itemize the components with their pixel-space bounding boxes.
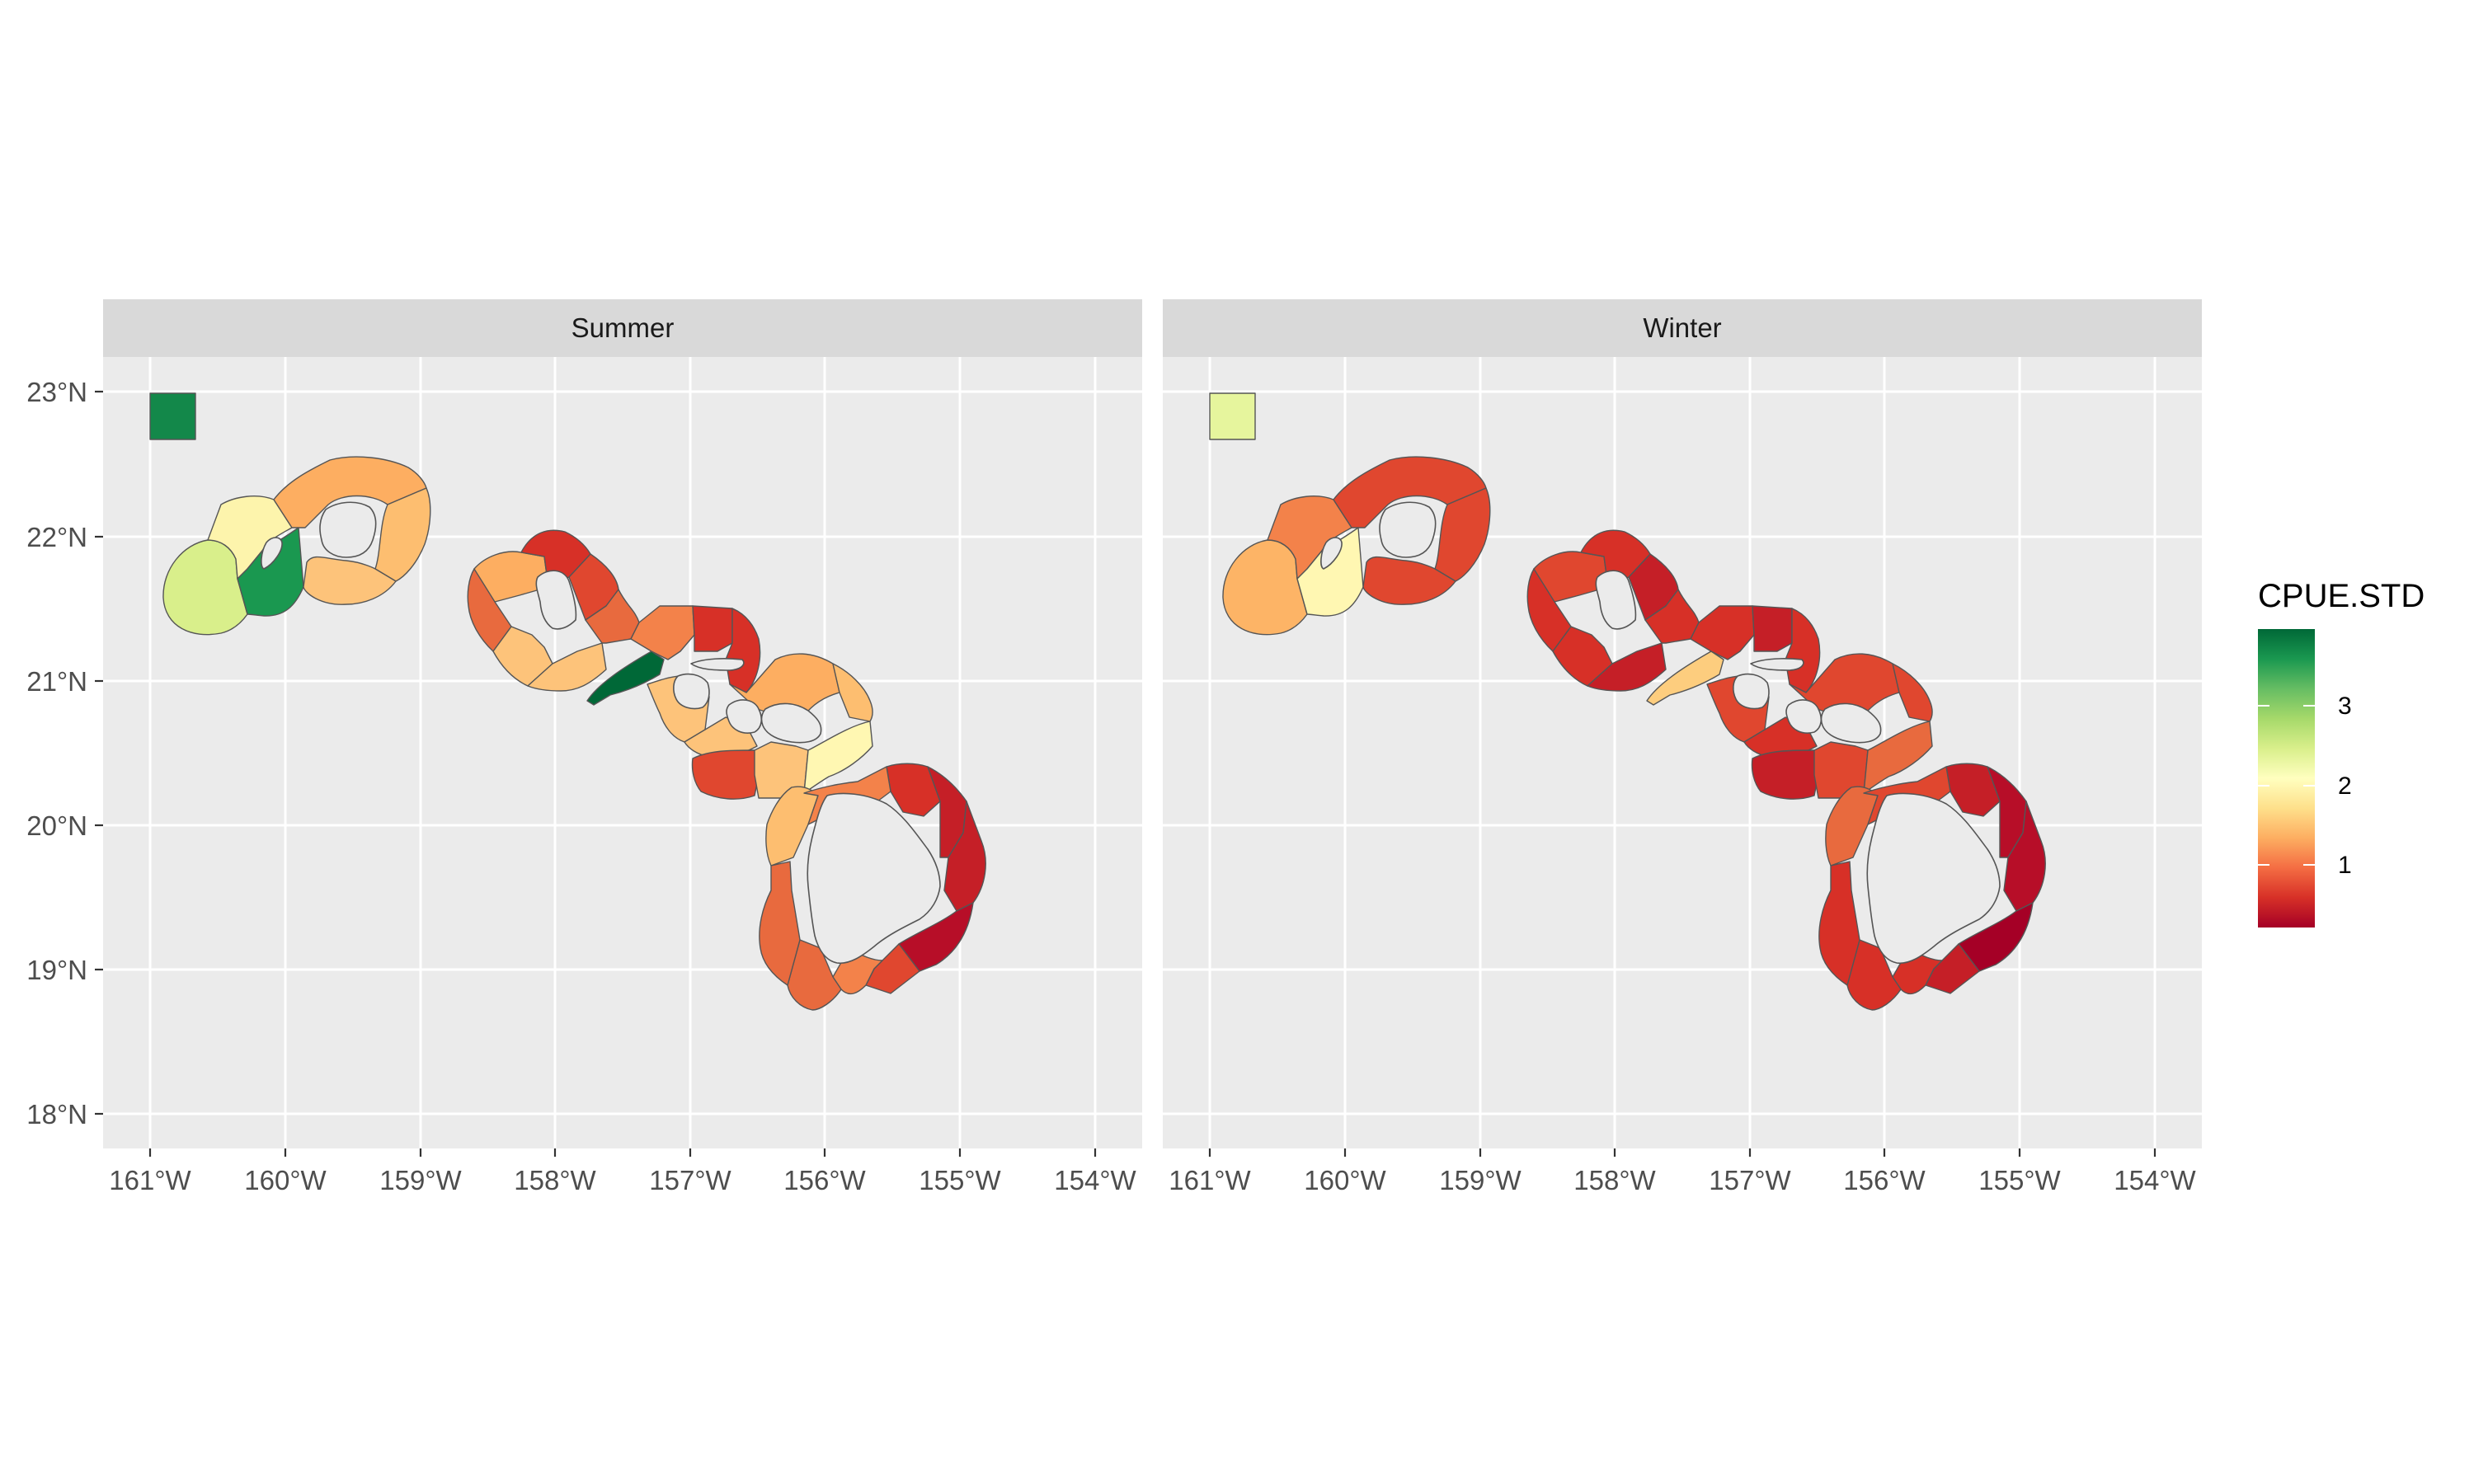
x-tick-label: 158°W [1573, 1165, 1656, 1195]
x-tick-label: 157°W [1709, 1165, 1791, 1195]
fishing-zone-oahu-se [1644, 589, 1700, 644]
y-tick-label: 23°N [26, 377, 87, 407]
fishing-zone-hawaii-n [886, 763, 941, 817]
fishing-zone-hawaii-w [759, 861, 801, 986]
fishing-zone-kauai-south [1362, 556, 1456, 605]
fishing-zone-hawaii-sw [1846, 939, 1902, 1011]
fishing-zone-molokai-n2 [692, 605, 733, 652]
fishing-zone-maui-se [803, 721, 873, 794]
island-landmass [1320, 537, 1343, 570]
x-axis-winter: 161°W 160°W 159°W 158°W 157°W 156°W 155°… [1169, 1148, 2197, 1195]
y-axis: 23°N 22°N 21°N 20°N 19°N 18°N [26, 377, 103, 1129]
zones-summer [149, 392, 986, 1011]
fishing-zone-hawaii-e [943, 801, 986, 912]
legend-label: 3 [2338, 693, 2352, 720]
x-tick-label: 159°W [1439, 1165, 1522, 1195]
x-axis-summer: 161°W 160°W 159°W 158°W 157°W 156°W 155°… [109, 1148, 1137, 1195]
fishing-zone-oahu-se [585, 589, 640, 644]
x-tick-label: 157°W [649, 1165, 731, 1195]
island-landmass [1379, 501, 1437, 558]
legend-label: 1 [2338, 852, 2352, 879]
fishing-zone-kauai-east [1434, 487, 1491, 582]
strip-summer [103, 299, 1142, 357]
island-landmass [261, 537, 283, 570]
x-tick-label: 154°W [2114, 1165, 2196, 1195]
fishing-zone-hawaii-w [1818, 861, 1860, 986]
island-landmass [1750, 658, 1804, 671]
x-tick-label: 155°W [1978, 1165, 2061, 1195]
fishing-zone-hawaii-sw [787, 939, 842, 1011]
fishing-zone-molokai-n1 [630, 605, 695, 660]
island-landmass [690, 658, 745, 671]
fishing-zone-molokai-n1 [1690, 605, 1755, 660]
panel-background-summer [103, 357, 1142, 1148]
x-tick-label: 158°W [514, 1165, 596, 1195]
fishing-zone-hawaii-ne [927, 766, 967, 858]
island-landmass [319, 501, 377, 558]
island-landmass [1595, 570, 1637, 630]
fishing-zone-penguin-bank [1646, 650, 1724, 706]
fishing-zone-oahu-sw [492, 626, 553, 687]
x-tick-label: 160°W [1304, 1165, 1386, 1195]
island-landmass [535, 570, 577, 630]
y-tick-label: 22°N [26, 522, 87, 552]
y-tick-label: 18°N [26, 1099, 87, 1129]
panel-winter: Winter [1163, 299, 2202, 1148]
fishing-zone-kahoolawe-s [1751, 749, 1819, 800]
x-tick-label: 161°W [1169, 1165, 1251, 1195]
strip-title-summer: Summer [571, 312, 675, 343]
fishing-zone-hawaii-n [1945, 763, 2001, 817]
legend-title: CPUE.STD [2258, 578, 2425, 614]
island-landmass [1866, 792, 2001, 965]
fishing-zone-oahu-south [1587, 642, 1667, 692]
island-landmass [1785, 699, 1823, 734]
panel-summer: Summer [103, 299, 1142, 1148]
fishing-zone-molokai-n2 [1752, 605, 1793, 652]
x-tick-label: 160°W [244, 1165, 327, 1195]
fishing-zone-northwest-box [1209, 392, 1256, 440]
zones-winter [1209, 392, 2046, 1011]
panel-background-winter [1163, 357, 2202, 1148]
fishing-zone-kauai-south [303, 556, 397, 605]
fishing-zone-oahu-south [527, 642, 607, 692]
fishing-zone-hawaii-ne [1987, 766, 2027, 858]
legend-colorbar [2258, 629, 2315, 928]
fishing-zone-kauai-east [374, 487, 431, 582]
x-tick-label: 161°W [109, 1165, 191, 1195]
island-landmass [673, 673, 710, 710]
island-landmass [1820, 702, 1882, 744]
strip-title-winter: Winter [1643, 312, 1721, 343]
fishing-zone-penguin-bank [586, 650, 665, 706]
fishing-zone-hawaii-e [2003, 801, 2046, 912]
y-tick-label: 20°N [26, 810, 87, 841]
x-tick-label: 156°W [783, 1165, 866, 1195]
island-landmass [807, 792, 941, 965]
fishing-zone-maui-se [1863, 721, 1933, 794]
legend: CPUE.STD 3 2 1 [2258, 578, 2425, 928]
x-tick-label: 154°W [1054, 1165, 1136, 1195]
fishing-zone-oahu-sw [1552, 626, 1613, 687]
x-tick-label: 156°W [1843, 1165, 1926, 1195]
fishing-zone-kauai-north [273, 456, 427, 528]
fishing-zone-kauai-north [1333, 456, 1487, 528]
x-tick-label: 155°W [919, 1165, 1001, 1195]
fishing-zone-kahoolawe-s [691, 749, 760, 800]
island-landmass [1733, 673, 1770, 710]
strip-winter [1163, 299, 2202, 357]
x-tick-label: 159°W [379, 1165, 462, 1195]
legend-label: 2 [2338, 773, 2352, 800]
island-landmass [760, 702, 822, 744]
fishing-zone-northwest-box [149, 392, 196, 440]
y-tick-label: 19°N [26, 955, 87, 985]
island-landmass [726, 699, 763, 734]
y-tick-label: 21°N [26, 666, 87, 697]
